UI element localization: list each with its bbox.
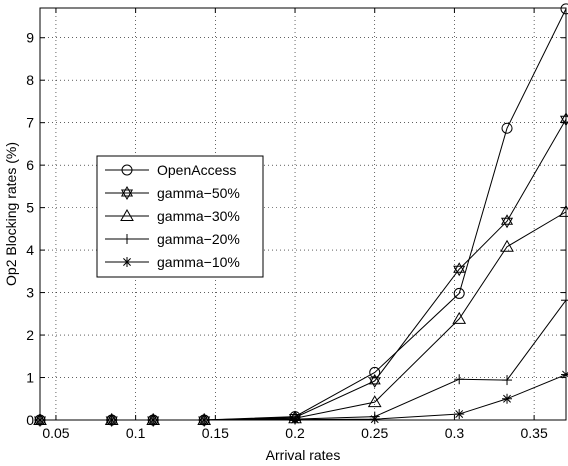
circle-marker — [453, 287, 465, 299]
triangle-marker — [500, 239, 514, 252]
legend-label: gamma−10% — [157, 254, 240, 270]
x-tick-label: 0.1 — [126, 425, 146, 441]
circle-marker — [501, 122, 513, 134]
asterisk-marker — [502, 393, 513, 404]
legend-label: gamma−30% — [157, 208, 240, 224]
y-tick-label: 1 — [26, 370, 34, 386]
hexagram-marker — [368, 373, 381, 388]
hexagram-marker — [559, 112, 568, 127]
asterisk-marker — [122, 257, 132, 267]
legend: OpenAccess gamma−50% gamma−30% gamma−20% gam… — [96, 155, 264, 278]
plus-marker — [454, 374, 465, 385]
x-tick-label: 0.2 — [285, 425, 305, 441]
series-line-asterisk — [40, 374, 567, 421]
hexagram-marker — [453, 262, 466, 277]
y-tick-label: 8 — [26, 72, 34, 88]
x-tick-label: 0.05 — [42, 425, 69, 441]
y-tick-label: 0 — [26, 412, 34, 428]
y-tick-label: 3 — [26, 285, 34, 301]
asterisk-marker — [561, 369, 568, 380]
asterisk-marker — [454, 409, 465, 420]
y-tick-label: 6 — [26, 157, 34, 173]
series-markers — [33, 3, 568, 428]
triangle-marker — [367, 395, 382, 408]
x-tick-label: 0.25 — [361, 425, 388, 441]
grid-lines — [40, 8, 566, 421]
legend-label: gamma−50% — [157, 185, 240, 201]
legend-label: OpenAccess — [157, 162, 236, 178]
x-tick-label: 0.3 — [445, 425, 465, 441]
series-line-plus — [40, 299, 567, 421]
y-tick-label: 5 — [26, 200, 34, 216]
plus-marker — [502, 375, 513, 386]
y-tick-label: 4 — [26, 242, 34, 258]
y-tick-label: 2 — [26, 327, 34, 343]
y-tick-label: 9 — [26, 30, 34, 46]
hexagram-marker — [500, 214, 514, 229]
plus-marker — [561, 295, 568, 306]
legend-label: gamma−20% — [157, 231, 240, 247]
y-tick-label: 7 — [26, 115, 34, 131]
x-tick-label: 0.15 — [202, 425, 229, 441]
circle-marker — [121, 164, 133, 176]
y-axis-label: Op2 Blocking rates (%) — [3, 142, 19, 286]
x-axis-label: Arrival rates — [266, 447, 341, 463]
x-tick-label: 0.35 — [520, 425, 547, 441]
axis-ticks: 0.05 0.1 0.15 0.2 0.25 0.3 0.35 0 1 2 3 4 5 6 7 8 9 — [26, 8, 566, 441]
triangle-marker — [120, 208, 134, 221]
plot-frame — [39, 7, 567, 421]
triangle-marker — [452, 311, 467, 324]
plus-marker — [122, 234, 132, 244]
hexagram-marker — [120, 185, 134, 201]
